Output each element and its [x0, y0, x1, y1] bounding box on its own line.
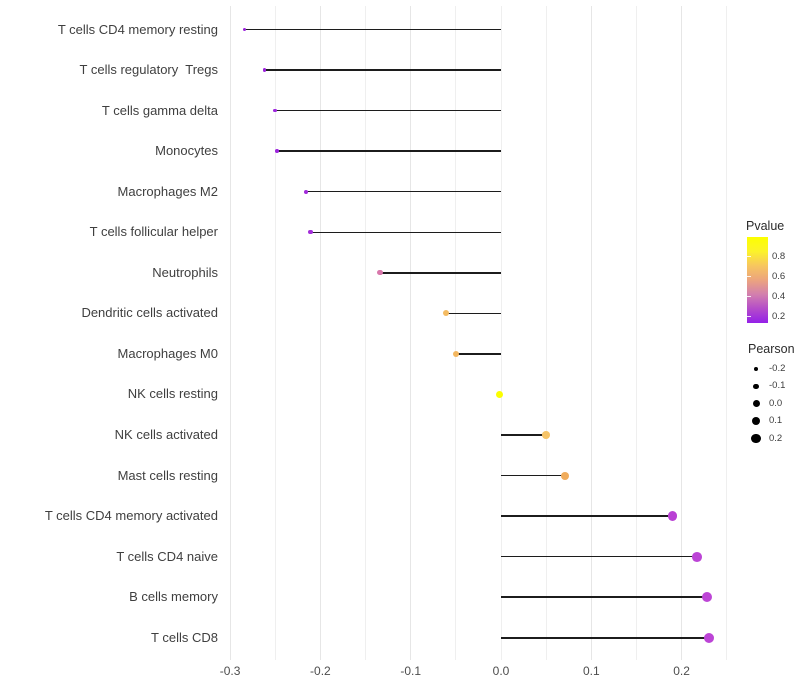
lollipop-stem — [379, 272, 501, 274]
pearson-tick-label: 0.1 — [769, 415, 783, 427]
lollipop-dot — [377, 270, 383, 276]
x-tick-label: 0.2 — [673, 664, 690, 678]
lollipop-dot — [242, 27, 247, 32]
gridline-major — [410, 6, 412, 660]
lollipop-dot — [495, 390, 503, 398]
pearson-legend-title: Pearson — [748, 342, 795, 356]
gridline-major — [319, 6, 321, 660]
lollipop-stem — [501, 596, 707, 598]
pearson-size-dot — [752, 400, 760, 408]
lollipop-dot — [667, 511, 678, 521]
category-label: NK cells activated — [114, 427, 218, 442]
category-label: Macrophages M2 — [117, 183, 218, 199]
pearson-tick-label: -0.1 — [769, 380, 786, 392]
category-label: B cells memory — [129, 589, 218, 605]
pvalue-tick-mark — [747, 315, 751, 318]
gridline-minor — [500, 6, 502, 660]
x-tick-label: 0.0 — [492, 664, 510, 678]
gridline-minor — [455, 6, 457, 660]
category-label: Monocytes — [155, 143, 218, 159]
lollipop-dot — [701, 592, 712, 603]
x-tick-label: -0.3 — [219, 664, 241, 678]
pearson-size-dot — [753, 366, 759, 372]
lollipop-dot — [703, 632, 714, 643]
pvalue-legend-title: Pvalue — [746, 219, 785, 233]
category-label: Macrophages M0 — [117, 345, 218, 361]
lollipop-stem — [445, 312, 501, 315]
pearson-tick-label: 0.0 — [769, 397, 783, 409]
category-label: T cells gamma delta — [101, 102, 218, 118]
category-label: Neutrophils — [152, 264, 218, 280]
category-label: Mast cells resting — [117, 467, 218, 483]
pearson-size-dot — [753, 383, 759, 390]
pvalue-tick-mark — [747, 276, 751, 278]
lollipop-stem — [305, 190, 501, 193]
gridline-major — [229, 6, 231, 660]
pvalue-tick-label: 0.2 — [772, 310, 786, 322]
gridline-minor — [274, 6, 276, 660]
lollipop-dot — [273, 108, 278, 113]
pvalue-gradient-bar — [747, 237, 768, 323]
lollipop-stem — [264, 69, 501, 71]
pvalue-tick-label: 0.4 — [772, 290, 786, 302]
lollipop-dot — [542, 431, 550, 439]
lollipop-stem — [310, 231, 501, 233]
pearson-tick-label: -0.2 — [769, 363, 786, 374]
pearson-size-dot — [751, 433, 761, 444]
pvalue-tick-label: 0.8 — [772, 250, 786, 262]
lollipop-dot — [308, 230, 313, 235]
gridline-minor — [726, 6, 728, 660]
lollipop-dot — [303, 189, 309, 194]
gridline-minor — [635, 6, 637, 660]
lollipop-dot — [452, 350, 460, 358]
category-label: Dendritic cells activated — [81, 305, 218, 321]
x-tick-label: -0.2 — [310, 664, 331, 678]
pearson-size-dot — [751, 417, 761, 426]
category-label: NK cells resting — [127, 386, 218, 402]
x-tick-label: 0.1 — [582, 664, 600, 678]
lollipop-dot — [442, 310, 450, 317]
lollipop-stem — [277, 150, 501, 152]
category-label: T cells CD8 — [151, 629, 218, 645]
lollipop-dot — [262, 68, 267, 72]
x-tick-label: -0.1 — [400, 664, 422, 678]
lollipop-stem — [501, 555, 697, 558]
category-label: T cells follicular helper — [89, 224, 218, 240]
lollipop-dot — [275, 149, 279, 154]
gridline-minor — [545, 6, 547, 660]
category-label: T cells CD4 memory activated — [44, 508, 218, 524]
lollipop-stem — [501, 474, 566, 477]
lollipop-stem — [501, 515, 673, 517]
pvalue-tick-mark — [747, 256, 751, 258]
pearson-tick-label: 0.2 — [769, 432, 783, 444]
lollipop-stem — [455, 353, 501, 355]
lollipop-dot — [561, 471, 570, 480]
category-label: T cells regulatory Tregs — [79, 62, 218, 78]
category-label: T cells CD4 naive — [116, 548, 218, 564]
lollipop-dot — [692, 551, 702, 562]
gridline-major — [590, 6, 592, 660]
lollipop-stem — [501, 637, 709, 639]
pvalue-tick-label: 0.6 — [772, 270, 786, 282]
gridline-major — [681, 6, 683, 660]
pvalue-tick-mark — [747, 296, 751, 298]
lollipop-stem — [244, 28, 501, 31]
category-label: T cells CD4 memory resting — [57, 21, 218, 37]
gridline-minor — [365, 6, 367, 660]
lollipop-stem — [275, 109, 501, 112]
lollipop-stem — [501, 434, 547, 436]
